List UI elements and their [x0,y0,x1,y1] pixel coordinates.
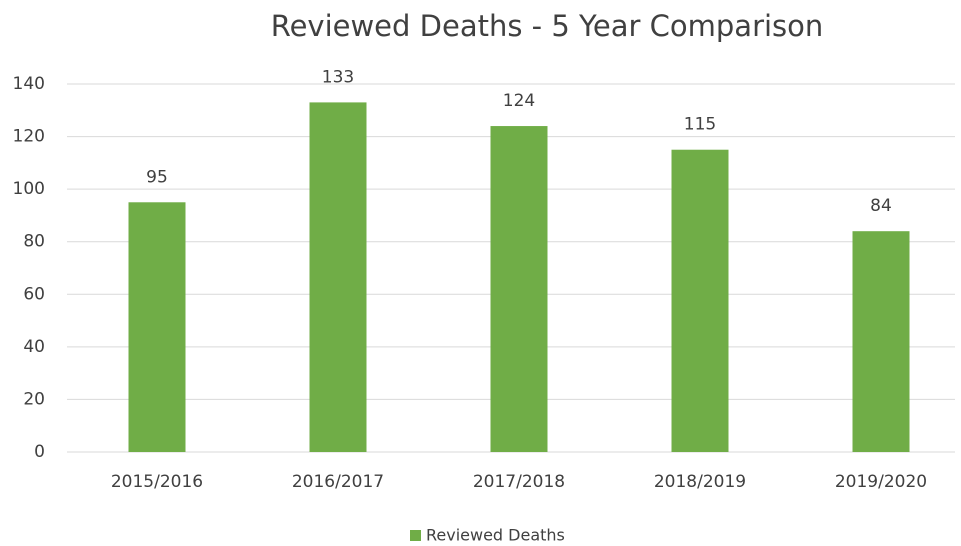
chart-title: Reviewed Deaths - 5 Year Comparison [271,9,824,43]
legend-label: Reviewed Deaths [426,526,565,545]
x-tick-label: 2019/2020 [835,472,927,492]
bar [490,126,548,453]
y-tick-label: 120 [13,127,45,147]
bar [309,102,367,453]
y-tick-label: 20 [23,389,45,409]
y-tick-label: 140 [13,74,45,94]
data-label: 95 [146,167,168,187]
bar [671,149,729,452]
y-tick-label: 100 [13,179,45,199]
x-tick-label: 2017/2018 [473,472,565,492]
x-tick-label: 2016/2017 [292,472,384,492]
legend-swatch [410,530,421,541]
data-label: 115 [684,115,716,135]
data-label: 133 [322,67,354,87]
data-label: 124 [503,91,535,111]
y-tick-label: 80 [23,232,45,252]
data-label: 84 [870,196,892,216]
y-tick-label: 60 [23,284,45,304]
x-tick-label: 2018/2019 [654,472,746,492]
x-tick-label: 2015/2016 [111,472,203,492]
bar [128,202,186,452]
y-tick-label: 0 [34,442,45,462]
y-tick-label: 40 [23,337,45,357]
bar [852,231,910,452]
